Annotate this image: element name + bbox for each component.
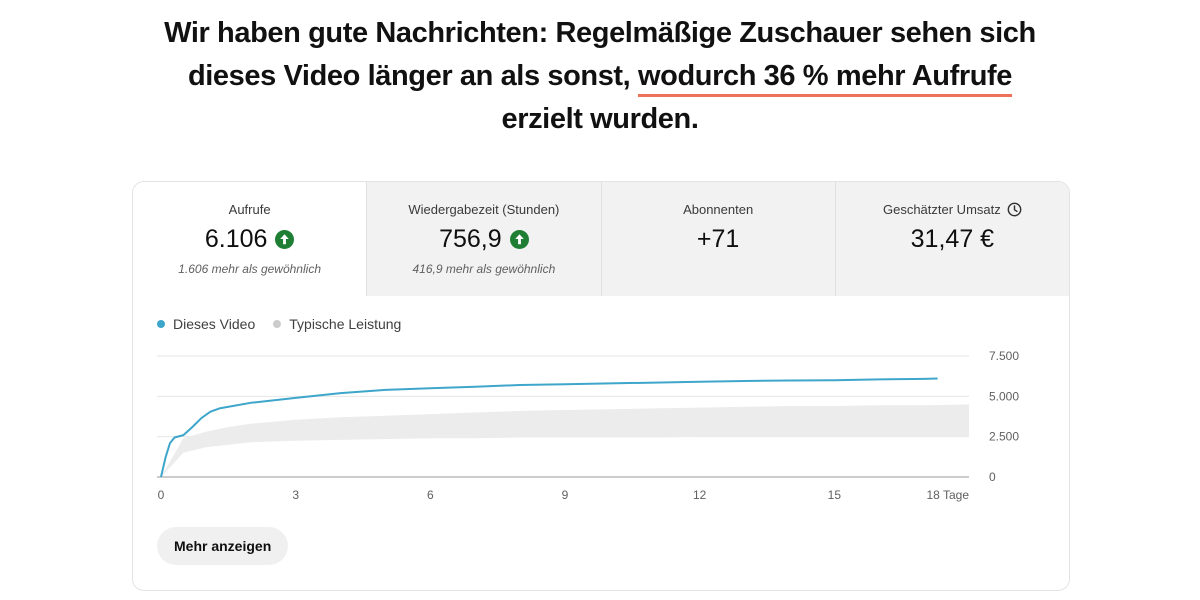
views-chart[interactable]: 0 2.500 5.000 7.500 0 3 6 9 12 15 18 Tage (133, 342, 1069, 512)
metric-revenue[interactable]: Geschätzter Umsatz 31,47 € (834, 182, 1069, 296)
typical-performance-band (161, 404, 969, 477)
headline-text: Wir haben gute Nachrichten: Regelmäßige … (164, 17, 1036, 92)
metric-value-text: 31,47 € (910, 224, 995, 253)
metric-label: Wiedergabezeit (Stunden) (408, 201, 560, 217)
x-tick-label: 9 (562, 488, 569, 502)
legend-item-video[interactable]: Dieses Video (157, 316, 255, 332)
arrow-up-circle-icon (509, 229, 529, 249)
legend-label: Dieses Video (173, 316, 256, 332)
legend-label: Typische Leistung (289, 316, 402, 332)
this-video-line (160, 377, 938, 478)
x-tick-label: 15 (828, 488, 842, 502)
metric-watch-time[interactable]: Wiedergabezeit (Stunden) 756,9 416,9 meh… (366, 182, 601, 296)
analytics-card: Aufrufe 6.106 1.606 mehr als gewöhnlich … (132, 181, 1070, 591)
headline-text-end: erzielt wurden. (501, 103, 699, 135)
metric-value: 756,9 (367, 224, 600, 254)
metric-label: Abonnenten (683, 201, 754, 217)
legend-dot-typical (273, 320, 282, 328)
metric-value-text: 6.106 (204, 224, 268, 253)
metric-sub: 416,9 mehr als gewöhnlich (412, 262, 556, 276)
metrics-row: Aufrufe 6.106 1.606 mehr als gewöhnlich … (133, 182, 1069, 296)
metric-value-text: 756,9 (439, 224, 502, 253)
metric-label-text: Geschätzter Umsatz (882, 201, 1001, 217)
legend-dot-video (157, 320, 165, 328)
chart-legend: Dieses Video Typische Leistung (157, 316, 401, 332)
metric-value: 6.106 (133, 224, 366, 254)
y-tick-label: 0 (989, 470, 996, 484)
x-tick-label: 0 (158, 488, 165, 502)
metric-value: 31,47 € (836, 224, 1069, 254)
metric-value: +71 (602, 224, 835, 254)
x-tick-label: 3 (292, 488, 299, 502)
metric-value-text: +71 (696, 224, 740, 253)
headline-highlight: wodurch 36 % mehr Aufrufe (638, 60, 1013, 92)
legend-item-typical[interactable]: Typische Leistung (273, 316, 401, 332)
show-more-button[interactable]: Mehr anzeigen (157, 527, 289, 565)
metric-views[interactable]: Aufrufe 6.106 1.606 mehr als gewöhnlich (133, 182, 367, 296)
metric-subscribers[interactable]: Abonnenten +71 (600, 182, 835, 296)
x-tick-label: 6 (427, 488, 434, 502)
y-tick-label: 7.500 (989, 349, 1019, 363)
x-tick-label: 12 (693, 488, 707, 502)
metric-label: Geschätzter Umsatz (836, 201, 1069, 217)
y-tick-label: 5.000 (989, 389, 1019, 403)
clock-icon (1007, 202, 1022, 216)
y-tick-label: 2.500 (989, 430, 1019, 444)
x-tick-label: 18 Tage (927, 488, 970, 502)
metric-label: Aufrufe (228, 201, 271, 217)
headline: Wir haben gute Nachrichten: Regelmäßige … (150, 12, 1050, 141)
metric-sub: 1.606 mehr als gewöhnlich (178, 262, 321, 276)
arrow-up-circle-icon (275, 229, 295, 249)
